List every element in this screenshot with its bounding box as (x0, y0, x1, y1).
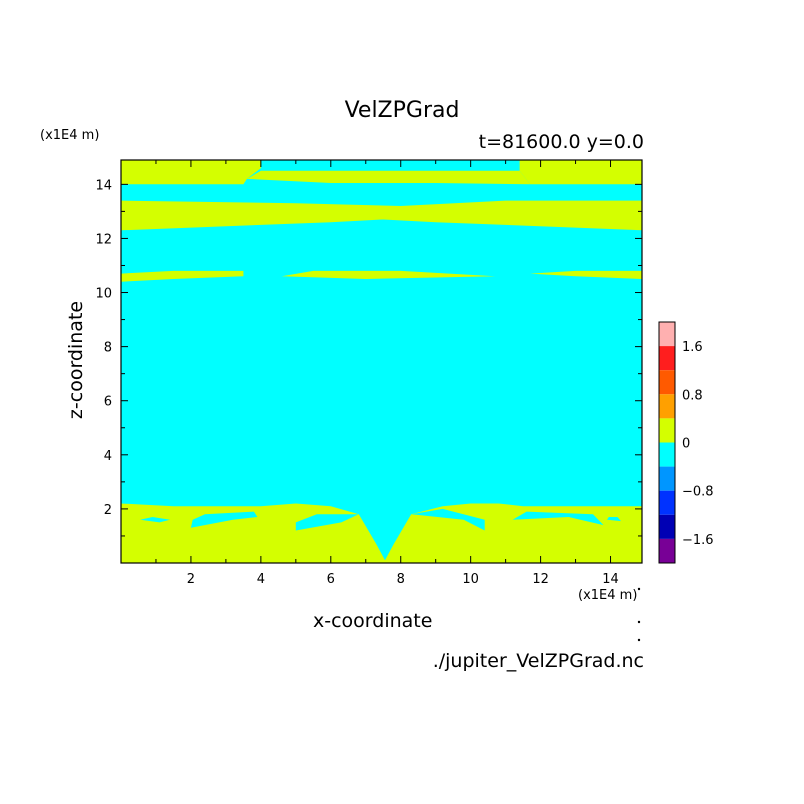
x-tick-label: 2 (187, 572, 195, 587)
corner-dot (637, 638, 641, 642)
y-tick-label: 4 (104, 449, 112, 464)
y-axis-unit: (x1E4 m) (40, 128, 100, 143)
contour-region-7 (121, 270, 244, 282)
plot-frame (120, 159, 643, 564)
x-tick-label: 8 (397, 572, 405, 587)
x-tick-label: 14 (602, 572, 619, 587)
contour-region-10 (121, 200, 642, 231)
plot-area (120, 159, 643, 564)
colorbar-bin-2 (659, 370, 675, 395)
colorbar-bin-3 (659, 394, 675, 419)
colorbar-bin-4 (659, 418, 675, 443)
y-tick-label: 8 (104, 341, 112, 356)
colorbar-label: 1.6 (682, 340, 703, 355)
contour-region-3 (295, 514, 359, 531)
contour-region-13 (246, 170, 531, 185)
colorbar-bin-6 (659, 466, 675, 491)
colorbar-bin-9 (659, 538, 675, 563)
colorbar-bin-0 (659, 322, 675, 347)
contour-region-6 (607, 517, 621, 522)
colorbar-bin-7 (659, 490, 675, 515)
contour-background (121, 160, 642, 563)
colorbar-label: −1.6 (682, 533, 714, 548)
x-tick-label: 6 (327, 572, 335, 587)
chart-subtitle: t=81600.0 y=0.0 (478, 131, 644, 153)
colorbar-bin-1 (659, 346, 675, 371)
y-axis: 2 4 6 8 10 12 14 (95, 178, 642, 537)
contour-region-2 (140, 517, 170, 523)
contour-region-0 (121, 503, 642, 563)
colorbar-bin-8 (659, 514, 675, 539)
y-tick-label: 14 (95, 178, 112, 193)
y-tick-label: 2 (104, 503, 112, 518)
contour-region-1 (190, 511, 258, 528)
contour-region-9 (530, 270, 642, 279)
x-tick-label: 12 (532, 572, 549, 587)
contour-region-8 (281, 270, 496, 279)
corner-marks (637, 587, 641, 642)
chart-title: VelZPGrad (344, 98, 460, 123)
x-tick-label: 4 (257, 572, 265, 587)
x-axis-unit: (x1E4 m) (578, 588, 638, 603)
contour-region-12 (519, 160, 642, 185)
y-tick-label: 6 (104, 395, 112, 410)
colorbar-label: −0.8 (682, 485, 714, 500)
x-axis-label: x-coordinate (313, 610, 433, 632)
colorbar-bin-5 (659, 442, 675, 467)
x-axis: 2 4 6 8 10 12 14 (155, 160, 619, 587)
contour-region-11 (121, 160, 261, 185)
colorbar-label: 0 (682, 437, 690, 452)
colorbar-frame (658, 321, 676, 564)
corner-dot (637, 620, 641, 624)
colorbar: 1.6 0.8 0 −0.8 −1.6 (658, 321, 714, 564)
contour-region-5 (512, 511, 604, 526)
corner-dot (637, 587, 641, 591)
x-tick-label: 10 (462, 572, 479, 587)
source-file-label: ./jupiter_VelZPGrad.nc (432, 650, 644, 672)
colorbar-label: 0.8 (682, 388, 703, 403)
y-tick-label: 10 (95, 287, 112, 302)
contour-region-4 (411, 508, 485, 531)
y-tick-label: 12 (95, 232, 112, 247)
